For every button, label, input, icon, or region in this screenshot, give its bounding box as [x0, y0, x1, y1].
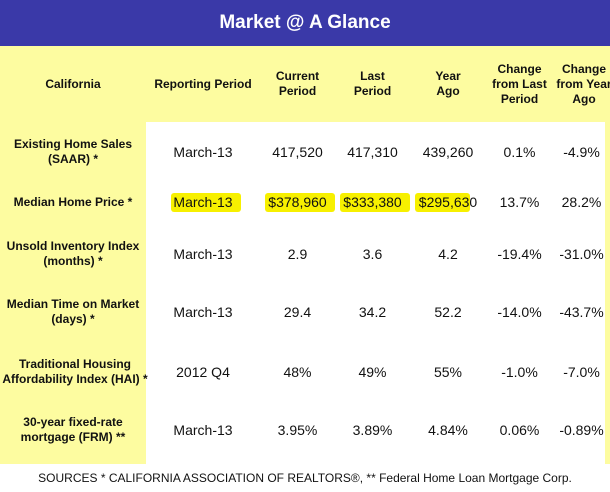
- cell-last-period: 34.2: [358, 304, 387, 320]
- cell-year-ago: 52.2: [434, 304, 462, 320]
- row-label: Unsold Inventory Index (months) *: [6, 239, 140, 268]
- cell-reporting-period: March-13: [173, 144, 233, 160]
- cell-year-ago: $295,630: [418, 194, 478, 210]
- highlight-mark: [265, 193, 335, 212]
- cell-current-period: $378,960: [268, 194, 327, 210]
- cell-year-ago: 4.84%: [428, 422, 468, 438]
- cell-last-period: 3.6: [362, 246, 383, 262]
- cell-reporting-period: March-13: [173, 194, 233, 210]
- row-label: Median Home Price *: [13, 194, 133, 209]
- header-background: [146, 46, 610, 122]
- right-edge-strip: [605, 122, 610, 464]
- cell-current-period: 417,520: [272, 144, 323, 160]
- highlight-mark: [340, 193, 410, 212]
- cell-year-ago: 439,260: [422, 144, 474, 160]
- header-year-ago: Year Ago: [435, 69, 461, 98]
- header-reporting-period: Reporting Period: [154, 76, 252, 91]
- cell-change-year-ago: -43.7%: [559, 304, 604, 320]
- row-label: Existing Home Sales (SAAR) *: [13, 137, 133, 166]
- header-current-period: Current Period: [275, 69, 320, 98]
- header-last-period: Last Period: [353, 69, 392, 98]
- cell-last-period: 49%: [358, 364, 387, 380]
- cell-last-period: 417,310: [347, 144, 398, 160]
- cell-current-period: 29.4: [283, 304, 312, 320]
- cell-change-year-ago: -7.0%: [563, 364, 600, 380]
- highlight-mark: [415, 193, 470, 212]
- page-title: Market @ A Glance: [0, 0, 610, 46]
- cell-current-period: 3.95%: [277, 422, 318, 438]
- cell-reporting-period: March-13: [173, 246, 233, 262]
- row-label-background: [0, 46, 146, 464]
- cell-change-year-ago: -0.89%: [559, 422, 604, 438]
- header-change-year-ago: Change from Year Ago: [556, 61, 610, 106]
- cell-year-ago: 4.2: [438, 246, 458, 262]
- cell-last-period: $333,380: [343, 194, 402, 210]
- row-label: Median Time on Market (days) *: [6, 297, 140, 326]
- row-label: 30-year fixed-rate mortgage (FRM) **: [20, 415, 126, 444]
- cell-last-period: 3.89%: [352, 422, 393, 438]
- cell-change-year-ago: -4.9%: [563, 144, 600, 160]
- cell-change-last-period: -19.4%: [497, 246, 542, 262]
- cell-change-last-period: -14.0%: [497, 304, 542, 320]
- cell-change-last-period: 0.06%: [499, 422, 540, 438]
- cell-year-ago: 55%: [433, 364, 463, 380]
- cell-change-last-period: 13.7%: [499, 194, 540, 210]
- row-label: Traditional Housing Affordability Index …: [2, 357, 148, 386]
- cell-change-last-period: -1.0%: [501, 364, 538, 380]
- highlight-mark: [171, 193, 241, 212]
- cell-current-period: 48%: [283, 364, 312, 380]
- cell-change-year-ago: 28.2%: [561, 194, 602, 210]
- header-california: California: [45, 76, 101, 91]
- sources-footer: SOURCES * CALIFORNIA ASSOCIATION OF REAL…: [38, 471, 572, 485]
- cell-reporting-period: March-13: [173, 304, 233, 320]
- cell-change-year-ago: -31.0%: [559, 246, 604, 262]
- cell-reporting-period: 2012 Q4: [176, 364, 230, 380]
- cell-reporting-period: March-13: [173, 422, 233, 438]
- cell-current-period: 2.9: [287, 246, 308, 262]
- cell-change-last-period: 0.1%: [503, 144, 536, 160]
- header-change-last-period: Change from Last Period: [492, 61, 547, 106]
